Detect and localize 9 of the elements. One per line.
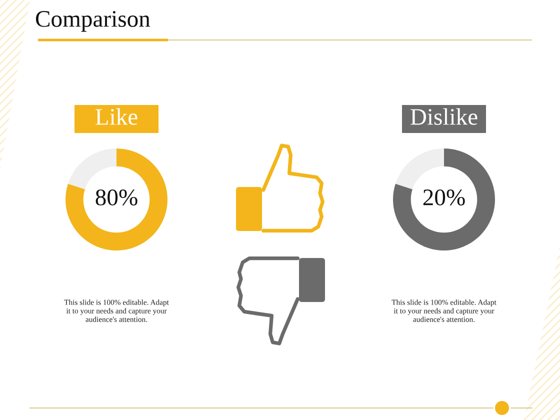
donut-slice xyxy=(393,148,495,250)
chart-title: Dislike xyxy=(410,108,478,125)
donut-slice xyxy=(66,148,168,250)
text: 20% xyxy=(423,189,465,206)
text: 80% xyxy=(96,189,138,206)
donut-slice xyxy=(68,148,116,190)
text: Comparison xyxy=(36,11,150,32)
chart-title: Like xyxy=(96,108,138,125)
donut-slice xyxy=(395,148,444,190)
